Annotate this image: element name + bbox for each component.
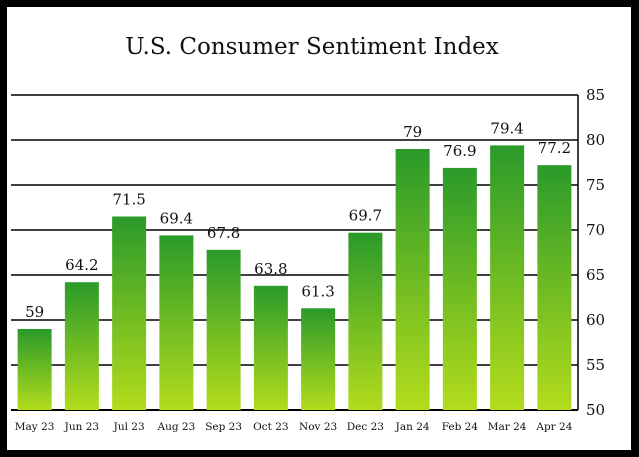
bar [112,216,147,410]
y-tick-label: 75 [586,176,605,194]
data-label: 59 [25,303,44,321]
x-tick-label: Aug 23 [156,421,195,433]
data-label: 61.3 [301,282,334,300]
data-label: 77.2 [538,139,571,157]
bar [442,167,477,410]
x-tick-label: Sep 23 [205,421,242,433]
data-label: 64.2 [65,256,98,274]
y-tick-label: 50 [586,401,605,419]
data-label: 71.5 [112,191,145,209]
data-labels: 59 64.2 71.5 69.4 67.8 63.8 61.3 69.7 79 76.9 79.4… [25,119,571,321]
gridlines [11,94,579,411]
bar [301,308,336,410]
bar [537,165,572,410]
y-tick-label: 55 [586,356,605,374]
x-tick-label: Oct 23 [253,421,288,433]
chart-svg: U.S. Consumer Sentiment Index 59 64.2 71.5… [11,34,605,433]
data-label: 79.4 [490,119,523,137]
bar [64,282,99,410]
bar [206,249,241,410]
x-tick-label: Nov 23 [299,421,337,433]
y-tick-label: 65 [586,266,605,284]
bar [348,232,383,410]
data-label: 76.9 [443,142,476,160]
data-label: 69.4 [160,209,193,227]
x-tick-label: Feb 24 [442,421,479,433]
x-tick-label: Dec 23 [347,421,384,433]
data-label: 79 [403,123,422,141]
x-axis-ticks: May 23 Jun 23 Jul 23 Aug 23 Sep 23 Oct 23 Nov … [15,421,573,433]
x-tick-label: Apr 24 [535,421,572,433]
y-tick-label: 85 [586,86,605,104]
y-axis-ticks: 50 55 60 65 70 75 80 85 [586,86,605,419]
x-tick-label: Jan 24 [395,421,430,433]
y-tick-label: 60 [586,311,605,329]
bar [17,329,52,410]
data-label: 63.8 [254,260,287,278]
bar [490,145,525,410]
chart-frame: U.S. Consumer Sentiment Index 59 64.2 71.5… [7,7,631,450]
data-label: 67.8 [207,224,240,242]
chart-title: U.S. Consumer Sentiment Index [125,34,499,60]
y-tick-label: 70 [586,221,605,239]
x-tick-label: May 23 [15,421,55,433]
bar [159,235,194,410]
y-tick-label: 80 [586,131,605,149]
bars [17,145,572,410]
x-tick-label: Jun 23 [64,421,99,433]
data-label: 69.7 [349,207,382,225]
bar [253,285,288,410]
bar [395,149,430,410]
x-tick-label: Jul 23 [113,421,145,433]
x-tick-label: Mar 24 [488,421,527,433]
